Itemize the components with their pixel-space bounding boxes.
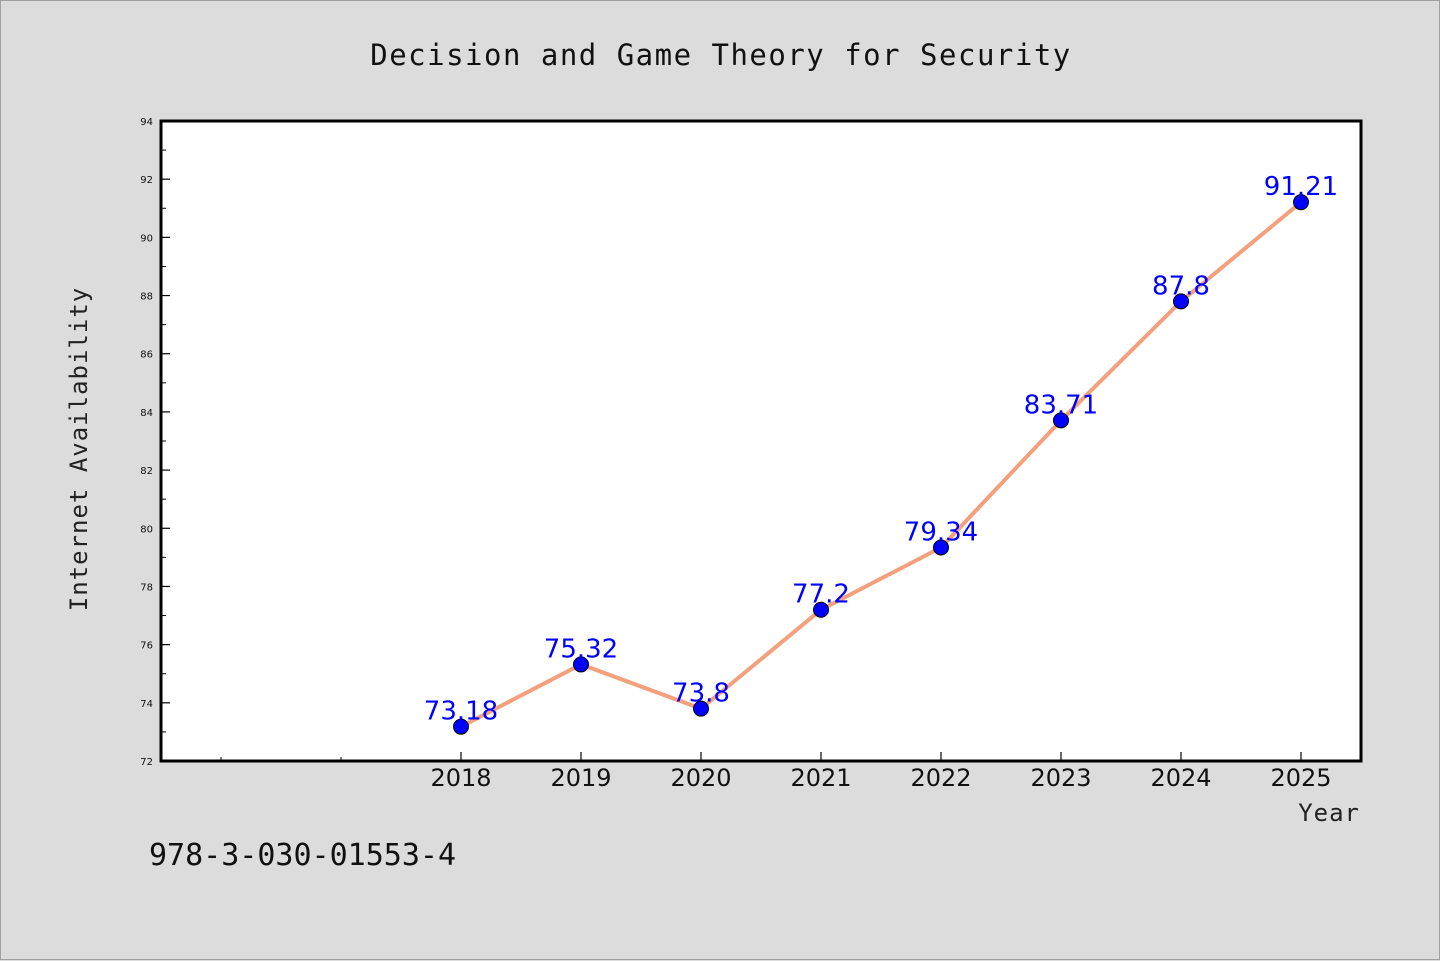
y-tick-label: 76: [140, 641, 153, 652]
data-label: 75.32: [544, 634, 618, 664]
y-tick-label: 80: [140, 524, 153, 535]
x-tick-label: 2025: [1270, 764, 1331, 792]
data-point: [1173, 293, 1189, 310]
x-tick-label: 2022: [910, 764, 971, 792]
data-point: [1053, 412, 1069, 429]
data-point: [453, 718, 469, 735]
y-tick-label: 86: [140, 350, 153, 361]
x-tick-label: 2021: [790, 764, 851, 792]
y-axis-title: Internet Availability: [65, 287, 93, 611]
data-label: 91.21: [1264, 172, 1338, 202]
data-label: 79.34: [904, 517, 978, 547]
y-tick-label: 82: [140, 466, 153, 477]
x-tick-label: 2020: [670, 764, 731, 792]
y-tick-label: 90: [140, 233, 153, 244]
series-line-group: [459, 200, 1303, 729]
x-axis-title: Year: [1298, 799, 1360, 827]
y-tick-label: 88: [140, 292, 153, 303]
series-markers-group: [453, 194, 1309, 735]
plot-area: [159, 119, 1363, 763]
data-label: 87.8: [1152, 271, 1210, 301]
y-tick-label: 74: [140, 699, 153, 710]
x-tick-label: 2019: [550, 764, 611, 792]
data-point: [813, 601, 829, 618]
data-labels-group: 73.18 75.32 73.8 77.2 79.34 83.71 87.8 91.21: [424, 172, 1338, 727]
y-axis: 72 74 76 78 80 82 84 86 88 90 92 94: [140, 117, 170, 768]
data-point: [933, 539, 949, 556]
x-tick-label: 2018: [430, 764, 491, 792]
y-tick-label: 84: [140, 408, 153, 419]
data-label: 77.2: [792, 580, 850, 610]
chart-title: Decision and Game Theory for Security: [370, 38, 1072, 72]
series-line: [459, 200, 1303, 729]
data-point: [1293, 194, 1309, 211]
data-label: 73.18: [424, 697, 498, 727]
x-axis: 2018 2019 2020 2021 2022 2023 2024 2025: [220, 752, 1332, 792]
isbn-text: 978-3-030-01553-4: [149, 838, 456, 873]
data-label: 83.71: [1024, 390, 1098, 420]
data-point: [693, 700, 709, 717]
x-tick-label: 2023: [1030, 764, 1091, 792]
y-tick-label: 94: [140, 117, 153, 128]
x-tick-label: 2024: [1150, 764, 1211, 792]
data-point: [573, 656, 589, 673]
y-tick-label: 72: [140, 757, 153, 768]
data-label: 73.8: [672, 679, 730, 709]
y-tick-label: 78: [140, 582, 153, 593]
y-tick-label: 92: [140, 175, 153, 186]
